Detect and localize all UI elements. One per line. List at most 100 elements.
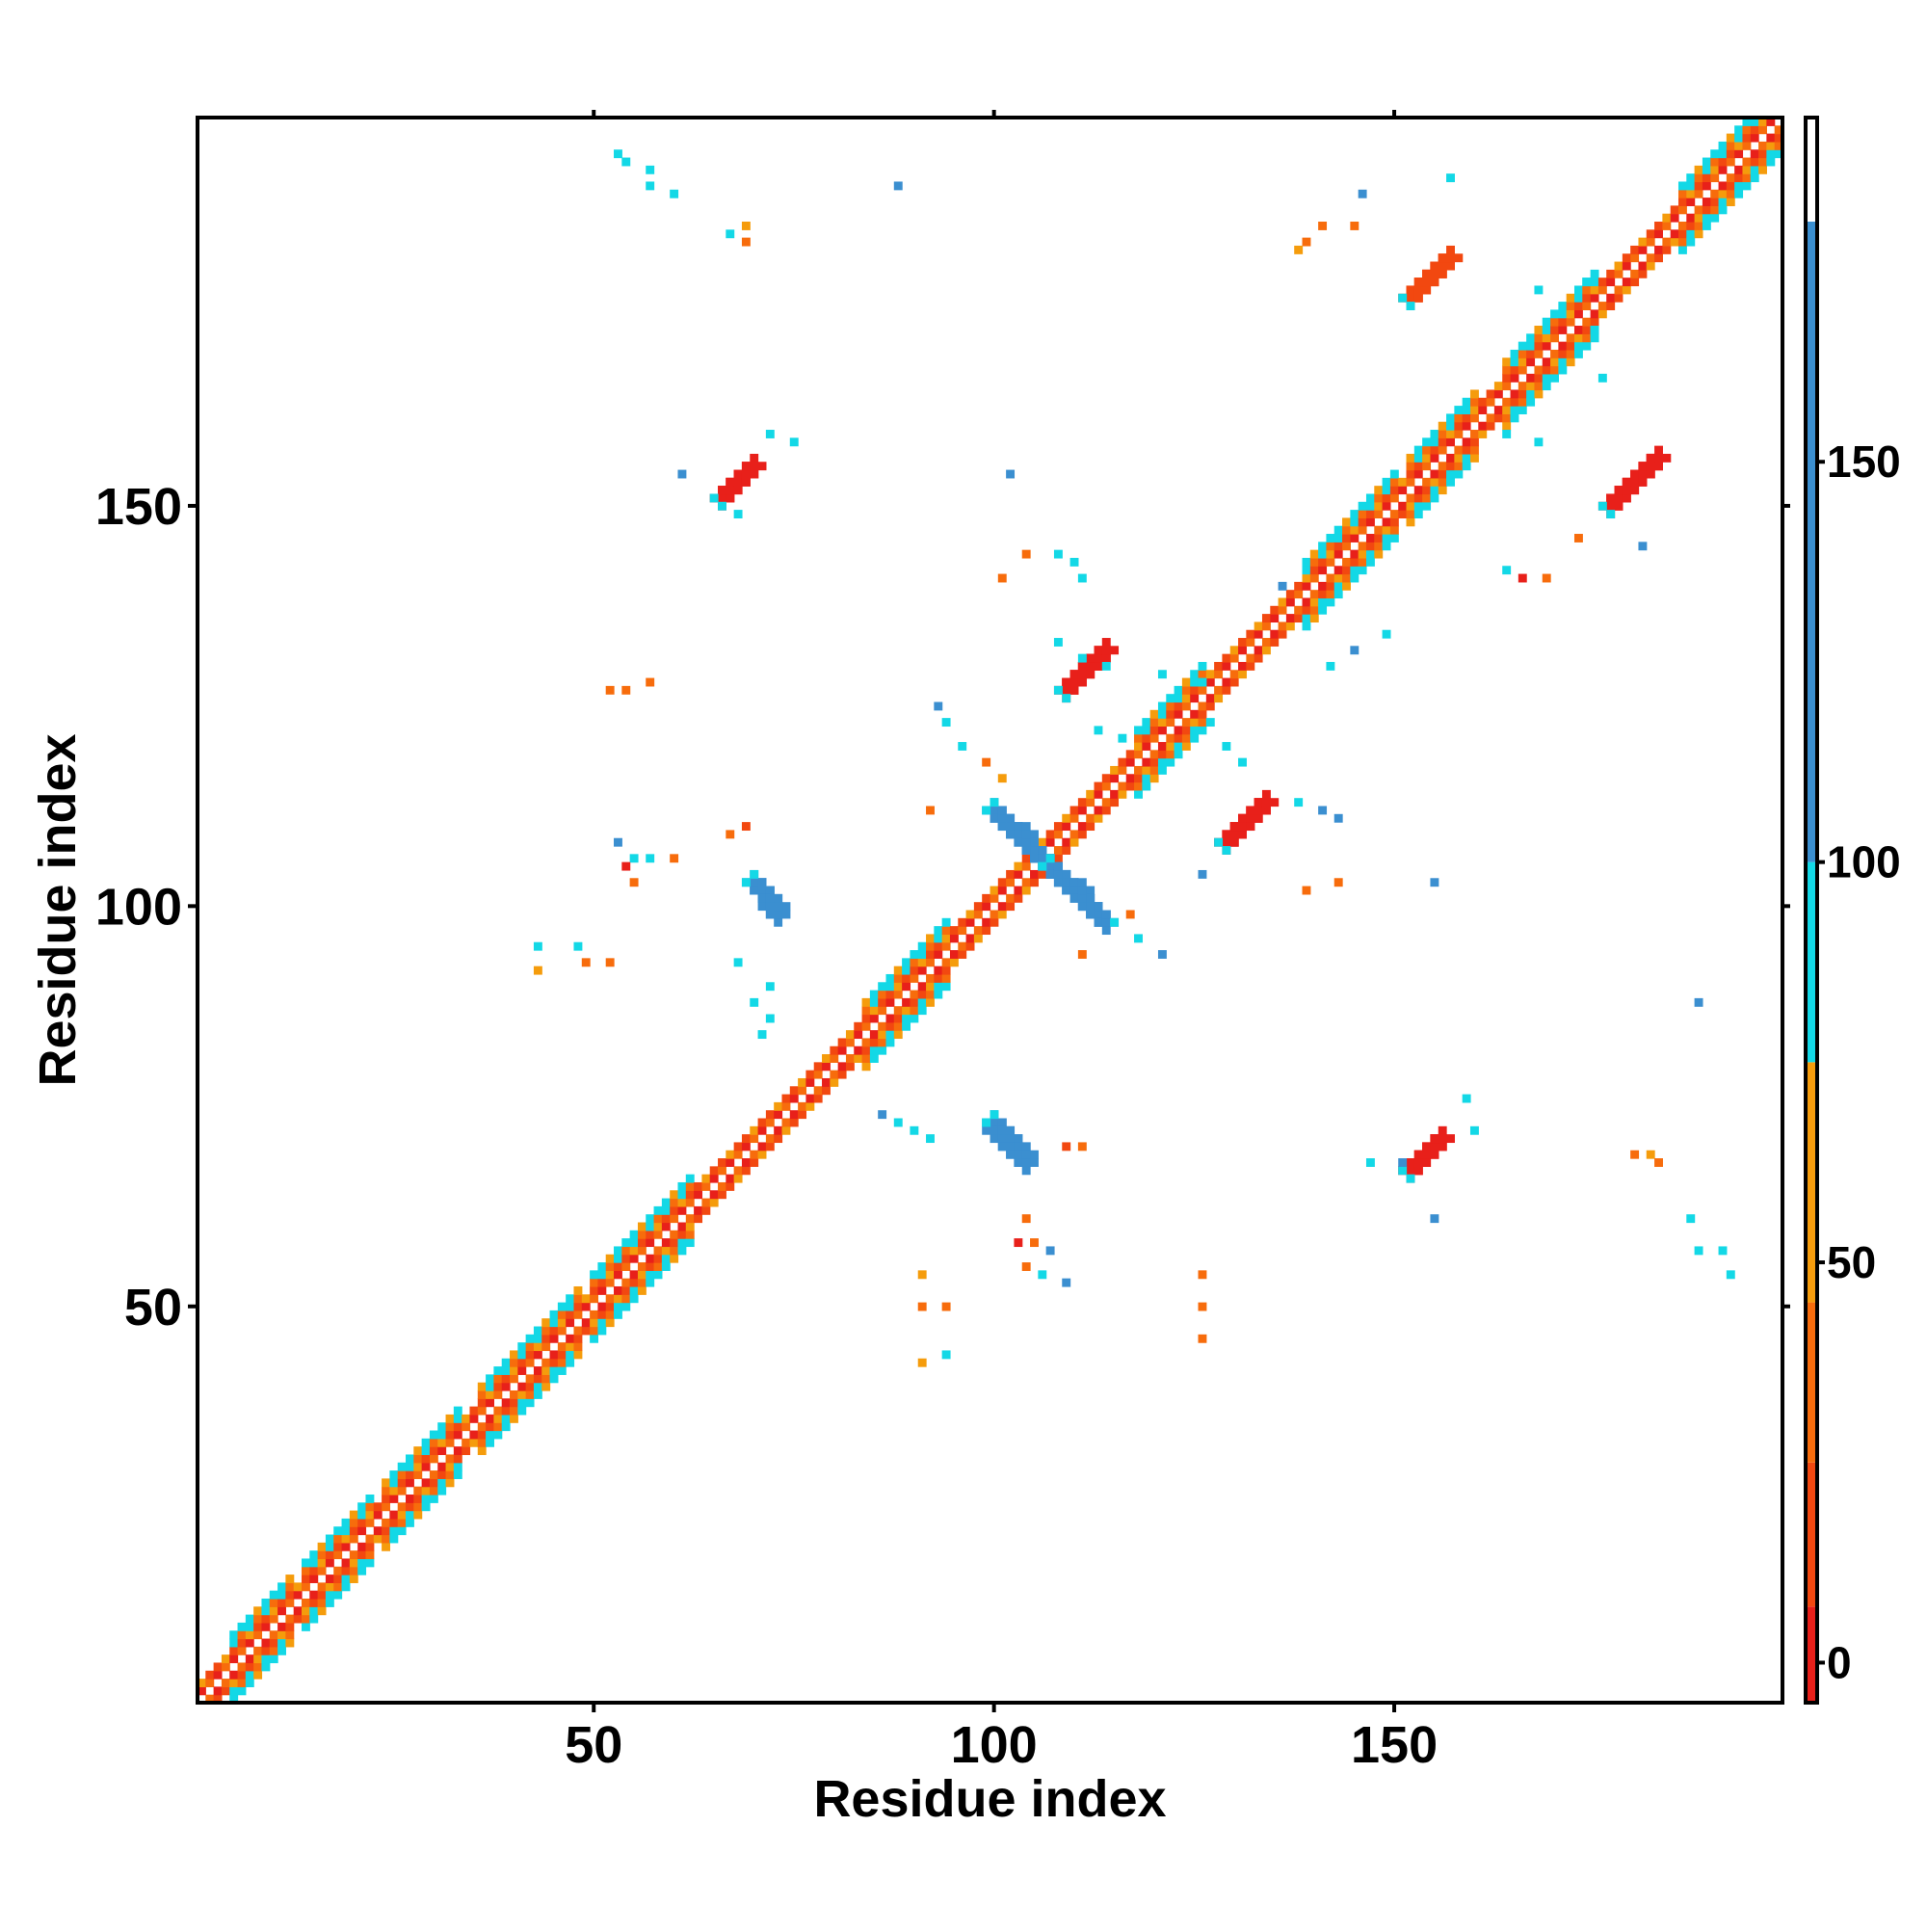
heatmap-cell [830, 1070, 839, 1079]
heatmap-cell [1006, 813, 1016, 823]
heatmap-cell [1573, 326, 1583, 334]
heatmap-cell [406, 1470, 414, 1479]
heatmap-cell [653, 1222, 663, 1231]
heatmap-cell [1430, 1134, 1439, 1144]
heatmap-cell [1582, 341, 1592, 351]
heatmap-cell [1413, 462, 1423, 471]
heatmap-cell [646, 1222, 655, 1231]
heatmap-cell [1094, 902, 1103, 912]
heatmap-cell [1374, 486, 1384, 495]
heatmap-cell [1014, 1142, 1023, 1151]
heatmap-cell [670, 1198, 679, 1207]
heatmap-cell [533, 1350, 542, 1360]
heatmap-cell [1566, 317, 1575, 327]
heatmap-cell [1101, 781, 1111, 791]
heatmap-cell [830, 1054, 839, 1063]
heatmap-cell [382, 1526, 390, 1536]
heatmap-cell [1229, 822, 1239, 832]
heatmap-cell [1318, 806, 1328, 815]
heatmap-cell [1686, 181, 1696, 191]
heatmap-cell [1157, 757, 1167, 767]
heatmap-cell [437, 1470, 447, 1479]
heatmap-cell [1014, 837, 1023, 847]
heatmap-cell [406, 1462, 414, 1471]
heatmap-cell [1413, 293, 1423, 303]
heatmap-cell [1077, 893, 1087, 903]
heatmap-cell [1302, 557, 1311, 567]
heatmap-cell [349, 1566, 358, 1575]
heatmap-cell [590, 1318, 599, 1328]
heatmap-cell [885, 1014, 895, 1023]
heatmap-cell [1566, 302, 1575, 310]
heatmap-cell [590, 1310, 599, 1319]
heatmap-cell [1646, 453, 1655, 463]
heatmap-cell [1030, 830, 1039, 839]
heatmap-cell [1646, 237, 1655, 247]
heatmap-cell [302, 1606, 310, 1616]
heatmap-cell [1638, 542, 1648, 551]
heatmap-cell [1294, 798, 1304, 807]
heatmap-cell [1053, 638, 1063, 647]
heatmap-cell [1069, 813, 1079, 823]
heatmap-cell [365, 1494, 375, 1503]
heatmap-cell [1214, 694, 1224, 703]
heatmap-cell [1550, 333, 1559, 343]
heatmap-cell [229, 1694, 239, 1704]
heatmap-cell [1550, 317, 1559, 327]
heatmap-cell [1342, 525, 1351, 535]
heatmap-cell [1654, 453, 1663, 463]
heatmap-cell [1758, 118, 1767, 126]
heatmap-cell [597, 1310, 607, 1319]
heatmap-cell [1069, 557, 1079, 567]
heatmap-cell [902, 1006, 911, 1016]
heatmap-cell [1590, 269, 1599, 278]
heatmap-cell [1614, 501, 1623, 511]
heatmap-cell [1718, 205, 1728, 215]
heatmap-cell [990, 910, 999, 919]
heatmap-cell [1205, 701, 1215, 711]
heatmap-cell [1302, 886, 1311, 895]
heatmap-cell [741, 1166, 751, 1176]
heatmap-cell [1358, 525, 1367, 535]
heatmap-cell [1021, 1214, 1031, 1224]
heatmap-cell [1526, 382, 1536, 391]
heatmap-cell [1333, 534, 1343, 543]
heatmap-cell [1677, 245, 1687, 254]
heatmap-cell [1125, 750, 1135, 759]
heatmap-cell [253, 1630, 263, 1640]
heatmap-cell [1518, 406, 1527, 414]
heatmap-cell [813, 1094, 823, 1103]
heatmap-cell [1006, 1142, 1016, 1151]
heatmap-cell [1021, 1150, 1031, 1159]
heatmap-cell [389, 1470, 399, 1479]
heatmap-cell [629, 854, 639, 863]
heatmap-cell [1309, 566, 1319, 575]
heatmap-cell [1502, 413, 1512, 423]
heatmap-cell [1422, 486, 1432, 495]
heatmap-cell [493, 1414, 503, 1423]
heatmap-cell [861, 997, 871, 1007]
heatmap-cell [573, 1326, 583, 1336]
heatmap-cell [1750, 149, 1759, 159]
heatmap-cell [653, 1246, 663, 1256]
heatmap-cell [501, 1382, 511, 1391]
heatmap-cell [1309, 614, 1319, 623]
heatmap-cell [1294, 614, 1304, 623]
heatmap-cell [1086, 893, 1095, 903]
heatmap-cell [382, 1478, 390, 1488]
heatmap-cell [1542, 357, 1551, 367]
heatmap-cell [1597, 302, 1607, 310]
heatmap-cell [1302, 237, 1311, 247]
heatmap-cell [1438, 261, 1447, 271]
heatmap-cell [1573, 293, 1583, 303]
heatmap-cell [429, 1478, 438, 1488]
heatmap-cell [357, 1558, 367, 1568]
heatmap-cell [1038, 846, 1047, 855]
heatmap-cell [869, 1045, 879, 1055]
heatmap-cell [1246, 813, 1255, 823]
colorbar-band [1806, 222, 1817, 862]
heatmap-cell [566, 1318, 575, 1328]
heatmap-cell [365, 1542, 375, 1551]
heatmap-cell [726, 486, 735, 495]
heatmap-cell [1573, 333, 1583, 343]
